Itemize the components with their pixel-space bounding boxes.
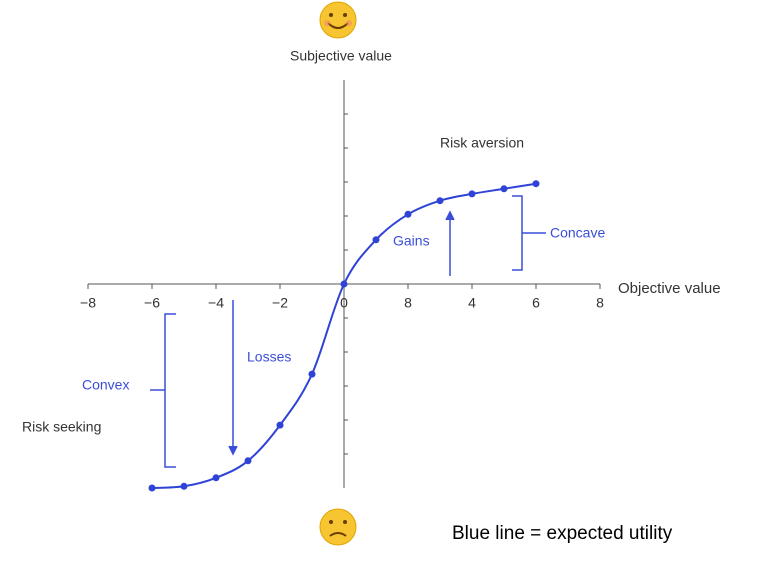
point bbox=[212, 474, 220, 482]
point bbox=[500, 185, 508, 193]
point bbox=[340, 280, 348, 288]
decorations bbox=[150, 195, 546, 468]
point bbox=[404, 210, 412, 218]
happy-face bbox=[319, 1, 357, 39]
point bbox=[468, 190, 476, 198]
point bbox=[532, 180, 540, 188]
chart-title: Blue line = expected utility bbox=[452, 523, 673, 544]
point bbox=[308, 370, 316, 378]
x-tick-label: 0 bbox=[340, 295, 348, 311]
point bbox=[276, 421, 284, 429]
x-tick-label: −6 bbox=[144, 295, 160, 311]
x-tick-label: 8 bbox=[404, 295, 412, 311]
annotation: Gains bbox=[393, 233, 430, 249]
y-axis-label: Subjective value bbox=[290, 48, 392, 64]
point bbox=[372, 236, 380, 244]
annotation: Losses bbox=[247, 349, 291, 365]
point bbox=[148, 484, 156, 492]
annotation: Convex bbox=[82, 377, 129, 393]
x-tick-label: 4 bbox=[468, 295, 476, 311]
annotation: Concave bbox=[550, 225, 605, 241]
point bbox=[244, 457, 252, 465]
annotation: Risk seeking bbox=[22, 419, 101, 435]
x-tick-label: −4 bbox=[208, 295, 224, 311]
x-tick-label: −8 bbox=[80, 295, 96, 311]
x-tick-label: −2 bbox=[272, 295, 288, 311]
x-tick-label: 6 bbox=[532, 295, 540, 311]
sad-face bbox=[319, 508, 357, 546]
point bbox=[180, 482, 188, 490]
point bbox=[436, 197, 444, 205]
x-axis-label: Objective value bbox=[618, 280, 721, 297]
annotation: Risk aversion bbox=[440, 135, 524, 151]
x-tick-label: 8 bbox=[596, 295, 604, 311]
